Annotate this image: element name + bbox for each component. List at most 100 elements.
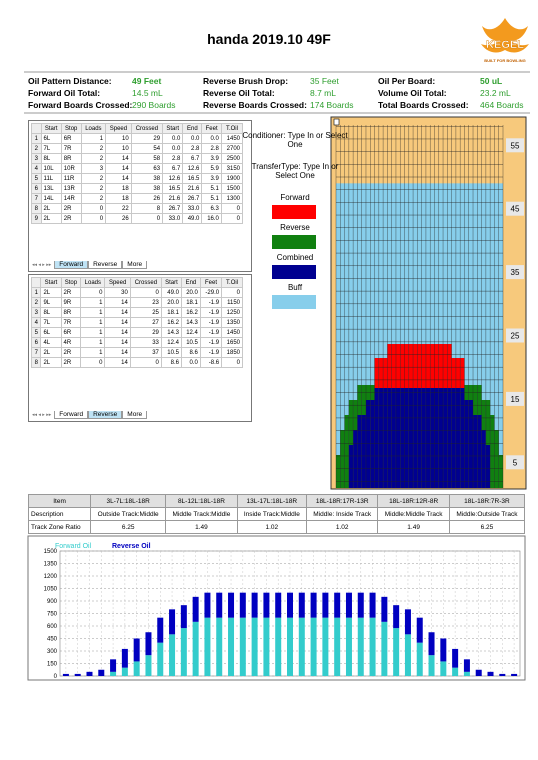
row: 2 7L 7R 2 10 54 0.0 2.8 2.8 2700 (31, 143, 244, 154)
cell: 1 (80, 317, 106, 328)
lane: 55 45 35 25 15 5 (333, 118, 524, 488)
cell: 37 (129, 347, 162, 358)
cell: 14R (60, 193, 82, 204)
cell: 0.0 (201, 133, 222, 144)
column-header: 18L-18R:7R-3R (448, 494, 526, 508)
bar (133, 661, 140, 676)
cell: 8L (40, 153, 62, 164)
bar (228, 592, 235, 618)
lane-marker (333, 118, 340, 126)
reverse-area (485, 400, 491, 445)
forward-area (400, 344, 405, 388)
cell: 5.1 (201, 183, 222, 194)
y-tick-label: 1200 (44, 574, 58, 580)
ruler-label: 25 (511, 332, 520, 341)
tab[interactable]: More (122, 411, 148, 419)
bar (275, 592, 282, 618)
bar (180, 605, 187, 629)
cell: 0.0 (180, 357, 201, 368)
header-row: Item 3L-7L:18L-18R 8L-12L:18L-18R 13L-17L:1… (27, 494, 526, 508)
bar (263, 617, 270, 676)
table: Start Stop Loads Speed Crossed Start End Feet T.… (30, 277, 243, 368)
info-value: 23.2 mL (480, 88, 511, 98)
bar (322, 617, 329, 676)
bar (345, 592, 352, 618)
cell: 0 (80, 213, 107, 224)
tab[interactable]: Reverse (88, 411, 123, 419)
cell: 25 (129, 307, 162, 318)
legend-swatch (272, 205, 316, 219)
legend-entry: Reverse Oil (112, 543, 151, 550)
tab-nav: ◂◂ ◂ ▸ ▸▸ (32, 412, 52, 418)
info-value: 290 Boards (132, 100, 176, 110)
title: handa 2019.10 49F (207, 31, 331, 47)
reverse-area (473, 385, 478, 415)
column-header: Crossed (129, 277, 162, 288)
row: 5 11L 11R 2 14 38 12.6 16.5 3.9 1900 (31, 173, 244, 184)
row: 2 9L 9R 1 14 23 20.0 18.1 -1.9 1150 (30, 297, 243, 308)
cell: 14 (105, 153, 132, 164)
reverse-area (498, 455, 503, 488)
cell: 18.1 (180, 297, 201, 308)
bar (369, 617, 376, 676)
column-header: 18L-18R:17R-13R (305, 494, 379, 508)
info-label: Forward Oil Total: (28, 88, 101, 98)
legend-label: Combined (276, 253, 314, 262)
cell: 20.0 (160, 297, 182, 308)
cell: Middle:Middle Track (377, 507, 450, 521)
tab[interactable]: Forward (54, 261, 89, 269)
cell: 2R (60, 357, 82, 368)
cell: 10 (105, 143, 132, 154)
bar (145, 632, 152, 656)
bar (393, 605, 400, 629)
y-tick-label: 900 (47, 599, 58, 605)
combined-area (434, 388, 439, 488)
info-value: 50 uL (480, 76, 503, 86)
tab[interactable]: More (122, 261, 148, 269)
tab[interactable]: Reverse (88, 261, 123, 269)
combined-area (430, 388, 435, 488)
cell: 10.5 (180, 337, 201, 348)
tab[interactable]: Forward (54, 411, 89, 419)
cell: 14.3 (160, 327, 182, 338)
cell: 0 (220, 203, 244, 214)
cell: 14L (40, 193, 62, 204)
combined-area (395, 388, 401, 488)
row: 9 2L 2R 0 26 0 33.0 49.0 16.0 0 (31, 213, 244, 224)
cell: 12.4 (180, 327, 201, 338)
row: 4 10L 10R 3 14 63 6.7 12.6 5.9 3150 (31, 163, 244, 174)
cell: 2 (80, 153, 107, 164)
cell: 14 (104, 357, 131, 368)
combined-area (353, 430, 358, 488)
info-value: 49 Feet (132, 76, 162, 86)
cell: 54 (130, 143, 164, 154)
bar (204, 617, 211, 676)
cell: -1.9 (199, 307, 223, 318)
forward-area (374, 358, 379, 388)
cell: 2R (60, 213, 82, 224)
column-header: Stop (60, 277, 82, 288)
cell: 16.5 (162, 183, 184, 194)
cell: 2L (40, 347, 62, 358)
cell: 8 (130, 203, 164, 214)
cell: 2R (60, 347, 82, 358)
bar (228, 617, 235, 676)
zone-table: Item 3L-7L:18L-18R 8L-12L:18L-18R 13L-17L:1… (27, 494, 526, 534)
forward-area (391, 344, 396, 388)
info-label: Forward Boards Crossed: (28, 100, 133, 110)
cell: 49.0 (182, 213, 203, 224)
bar (416, 617, 423, 643)
cell: 0.0 (182, 133, 203, 144)
bar (239, 592, 246, 618)
header-row: Start Stop Loads Speed Crossed Start End Feet T.… (31, 123, 244, 134)
reverse-area (477, 385, 482, 415)
column-header: Loads (80, 277, 106, 288)
cell: 1650 (221, 337, 243, 348)
cell: 10.5 (160, 347, 182, 358)
bar (180, 628, 187, 676)
column-header: Stop (60, 123, 82, 134)
ruler-box (506, 391, 524, 406)
ruler-label: 35 (511, 268, 520, 277)
logo: KEGEL BUILT FOR BOWLING (481, 18, 529, 63)
ruler-box (506, 201, 524, 216)
